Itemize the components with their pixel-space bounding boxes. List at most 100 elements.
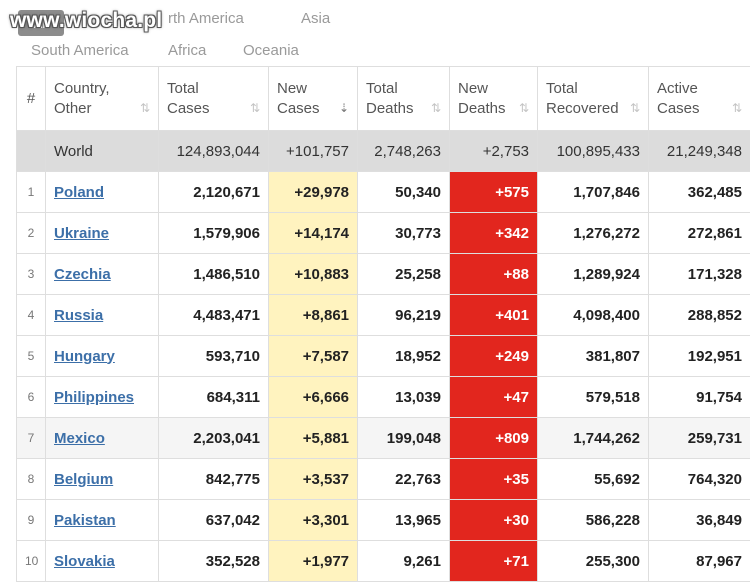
new-deaths: +2,753 xyxy=(449,130,538,172)
row-index: 7 xyxy=(16,417,46,459)
country-link[interactable]: Hungary xyxy=(54,347,115,365)
country-link[interactable]: Mexico xyxy=(54,429,105,447)
table-row: 5 Hungary 593,710 +7,587 18,952 +249 381… xyxy=(16,335,750,377)
new-deaths: +71 xyxy=(449,540,538,582)
total-recovered: 1,289,924 xyxy=(537,253,649,295)
new-deaths: +30 xyxy=(449,499,538,541)
new-cases: +14,174 xyxy=(268,212,358,254)
new-deaths: +342 xyxy=(449,212,538,254)
new-cases: +5,881 xyxy=(268,417,358,459)
row-index: 9 xyxy=(16,499,46,541)
col-header-country[interactable]: Country, Other ⇅ xyxy=(45,66,159,131)
new-deaths: +88 xyxy=(449,253,538,295)
total-deaths: 30,773 xyxy=(357,212,450,254)
row-index: 6 xyxy=(16,376,46,418)
new-deaths: +35 xyxy=(449,458,538,500)
country-cell: Belgium xyxy=(45,458,159,500)
col-header-active-cases[interactable]: Active Cases ⇅ xyxy=(648,66,750,131)
country-link[interactable]: Czechia xyxy=(54,265,111,283)
country-link[interactable]: Russia xyxy=(54,306,104,324)
country-link[interactable]: Belgium xyxy=(54,470,114,488)
country-rows: 1 Poland 2,120,671 +29,978 50,340 +575 1… xyxy=(16,171,750,582)
total-recovered: 586,228 xyxy=(537,499,649,541)
new-deaths: +249 xyxy=(449,335,538,377)
total-cases: 352,528 xyxy=(158,540,269,582)
total-deaths: 50,340 xyxy=(357,171,450,213)
sort-arrows-icon[interactable]: ⇅ xyxy=(430,101,441,115)
table-row: 10 Slovakia 352,528 +1,977 9,261 +71 255… xyxy=(16,540,750,582)
new-cases: +101,757 xyxy=(268,130,358,172)
tab-south-america[interactable]: South America xyxy=(31,42,129,59)
sort-arrows-icon[interactable]: ⇅ xyxy=(731,101,742,115)
tab-asia[interactable]: Asia xyxy=(301,10,331,27)
row-index: 5 xyxy=(16,335,46,377)
active-cases: 87,967 xyxy=(648,540,750,582)
country-link[interactable]: Pakistan xyxy=(54,511,116,529)
tab-all[interactable]: All xyxy=(18,10,64,36)
active-cases: 362,485 xyxy=(648,171,750,213)
row-index: 10 xyxy=(16,540,46,582)
total-deaths: 199,048 xyxy=(357,417,450,459)
total-recovered: 1,744,262 xyxy=(537,417,649,459)
table-row: 6 Philippines 684,311 +6,666 13,039 +47 … xyxy=(16,376,750,418)
table-row: 8 Belgium 842,775 +3,537 22,763 +35 55,6… xyxy=(16,458,750,500)
total-deaths: 13,039 xyxy=(357,376,450,418)
col-header-total-recovered[interactable]: Total Recovered ⇅ xyxy=(537,66,649,131)
country-cell: Mexico xyxy=(45,417,159,459)
active-cases: 259,731 xyxy=(648,417,750,459)
col-header-new-deaths[interactable]: New Deaths ⇅ xyxy=(449,66,538,131)
country-cell: Czechia xyxy=(45,253,159,295)
active-cases: 192,951 xyxy=(648,335,750,377)
tab-africa[interactable]: Africa xyxy=(168,42,207,59)
row-index: 4 xyxy=(16,294,46,336)
tab-north-america[interactable]: rth America xyxy=(168,10,244,27)
sort-arrows-icon[interactable]: ⇅ xyxy=(139,101,150,115)
active-cases: 36,849 xyxy=(648,499,750,541)
total-deaths: 96,219 xyxy=(357,294,450,336)
total-deaths: 18,952 xyxy=(357,335,450,377)
total-recovered: 1,276,272 xyxy=(537,212,649,254)
total-deaths: 22,763 xyxy=(357,458,450,500)
table-row: 9 Pakistan 637,042 +3,301 13,965 +30 586… xyxy=(16,499,750,541)
country-cell: Ukraine xyxy=(45,212,159,254)
country-link[interactable]: Ukraine xyxy=(54,224,110,242)
new-cases: +1,977 xyxy=(268,540,358,582)
new-deaths: +47 xyxy=(449,376,538,418)
total-recovered: 100,895,433 xyxy=(537,130,649,172)
tab-oceania[interactable]: Oceania xyxy=(243,42,299,59)
new-cases: +29,978 xyxy=(268,171,358,213)
total-cases: 684,311 xyxy=(158,376,269,418)
new-deaths: +401 xyxy=(449,294,538,336)
sort-arrows-icon[interactable]: ⇅ xyxy=(518,101,529,115)
sort-arrows-icon[interactable]: ⇅ xyxy=(629,101,640,115)
table-header-row: # Country, Other ⇅ Total Cases ⇅ New Cases … xyxy=(16,66,750,131)
table-row: 4 Russia 4,483,471 +8,861 96,219 +401 4,… xyxy=(16,294,750,336)
country-cell: Hungary xyxy=(45,335,159,377)
total-cases: 2,203,041 xyxy=(158,417,269,459)
country-link[interactable]: Poland xyxy=(54,183,105,201)
sort-desc-icon[interactable]: ⇣ xyxy=(338,101,349,115)
col-header-new-cases[interactable]: New Cases ⇣ xyxy=(268,66,358,131)
total-cases: 1,579,906 xyxy=(158,212,269,254)
sort-arrows-icon[interactable]: ⇅ xyxy=(249,101,260,115)
table-row-world: World 124,893,044 +101,757 2,748,263 +2,… xyxy=(16,130,750,172)
total-cases: 2,120,671 xyxy=(158,171,269,213)
col-header-total-cases[interactable]: Total Cases ⇅ xyxy=(158,66,269,131)
new-cases: +8,861 xyxy=(268,294,358,336)
total-cases: 1,486,510 xyxy=(158,253,269,295)
new-deaths: +809 xyxy=(449,417,538,459)
new-deaths: +575 xyxy=(449,171,538,213)
total-deaths: 9,261 xyxy=(357,540,450,582)
total-cases: 637,042 xyxy=(158,499,269,541)
total-cases: 124,893,044 xyxy=(158,130,269,172)
covid-table-container: # Country, Other ⇅ Total Cases ⇅ New Cases … xyxy=(16,66,750,582)
total-recovered: 381,807 xyxy=(537,335,649,377)
country-link[interactable]: Philippines xyxy=(54,388,135,406)
total-recovered: 579,518 xyxy=(537,376,649,418)
country-link[interactable]: Slovakia xyxy=(54,552,115,570)
active-cases: 764,320 xyxy=(648,458,750,500)
total-deaths: 13,965 xyxy=(357,499,450,541)
total-recovered: 4,098,400 xyxy=(537,294,649,336)
col-header-total-deaths[interactable]: Total Deaths ⇅ xyxy=(357,66,450,131)
new-cases: +3,537 xyxy=(268,458,358,500)
